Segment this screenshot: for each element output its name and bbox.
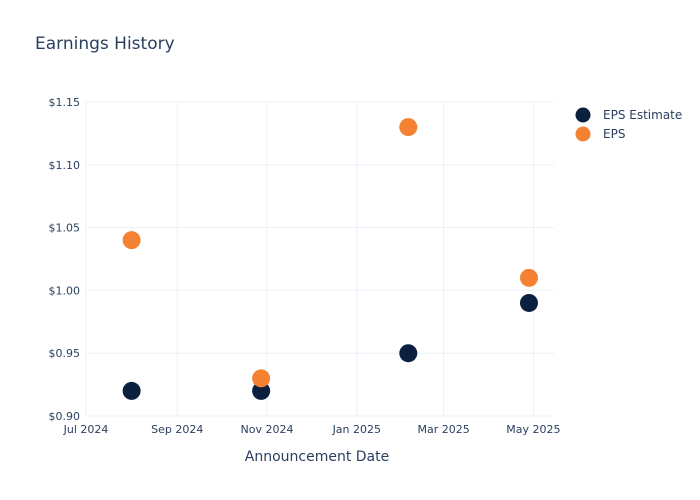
eps-estimate-point[interactable] — [399, 344, 418, 363]
y-tick-label: $1.15 — [49, 96, 81, 109]
grid-layer — [85, 101, 554, 417]
x-axis-title: Announcement Date — [245, 449, 389, 465]
x-tick-label: Jul 2024 — [63, 423, 109, 436]
x-tick-label: May 2025 — [506, 423, 560, 436]
y-tick-label: $1.05 — [49, 222, 81, 235]
eps-estimate-point[interactable] — [519, 293, 538, 312]
chart-title: Earnings History — [35, 34, 175, 54]
legend-marker — [575, 107, 591, 123]
y-tick-label: $0.90 — [49, 410, 81, 423]
eps-point[interactable] — [252, 369, 271, 388]
eps-estimate-point[interactable] — [252, 381, 271, 400]
points-layer — [122, 118, 538, 400]
legend: EPS Estimate EPS — [575, 107, 682, 142]
axis-layer: $0.90 $0.95 $1.00 $1.05 $1.10 $1.15 Jul 2024 Se… — [49, 96, 561, 465]
legend-marker — [575, 126, 591, 142]
eps-point[interactable] — [122, 231, 141, 250]
eps-estimate-point[interactable] — [122, 381, 141, 400]
x-tick-label: Mar 2025 — [417, 423, 469, 436]
eps-point[interactable] — [399, 118, 418, 137]
x-tick-label: Sep 2024 — [151, 423, 203, 436]
y-tick-label: $1.10 — [49, 159, 81, 172]
legend-label[interactable]: EPS — [603, 127, 625, 141]
y-tick-label: $1.00 — [49, 284, 81, 297]
eps-point[interactable] — [519, 268, 538, 287]
x-tick-label: Nov 2024 — [241, 423, 294, 436]
legend-label[interactable]: EPS Estimate — [603, 108, 682, 122]
y-tick-label: $0.95 — [49, 347, 81, 360]
x-tick-label: Jan 2025 — [332, 423, 381, 436]
